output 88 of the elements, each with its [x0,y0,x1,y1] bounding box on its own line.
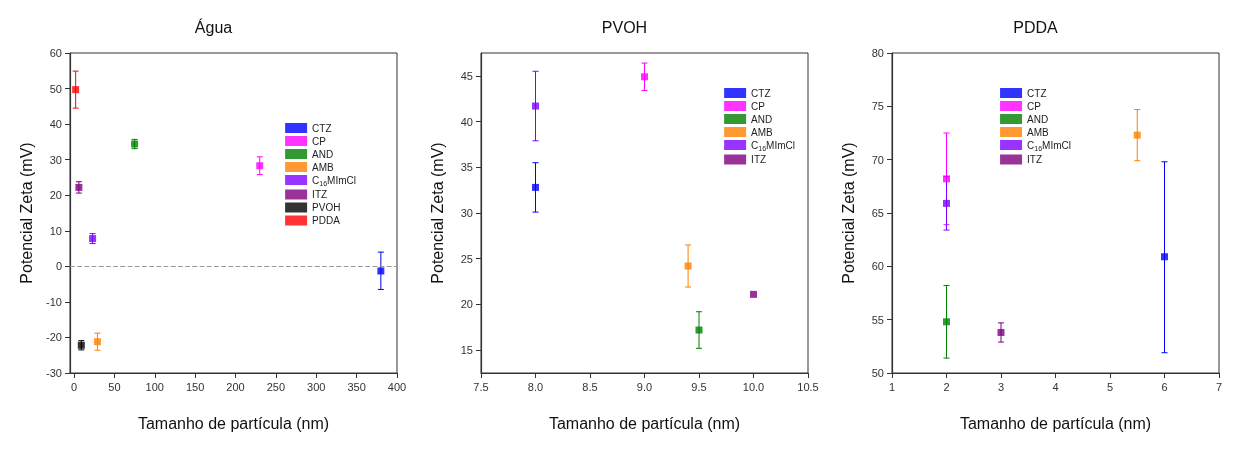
point [1161,253,1168,261]
legend-label: CTZ [1027,87,1047,99]
x-tick-label: 9.5 [691,380,707,393]
chart-title: PDDA [1013,18,1059,36]
legend-label: AND [312,148,334,160]
x-tick-label: 7.5 [473,380,489,393]
point [943,318,950,326]
y-tick-label: 70 [871,153,884,166]
y-tick-label: 30 [49,153,62,166]
y-tick-label: 50 [871,367,884,379]
legend-label: AMB [1027,126,1050,138]
x-tick-label: 8.5 [582,380,598,393]
legend-label: AND [1027,113,1049,125]
x-axis-title: Tamanho de partícula (nm) [137,414,330,432]
point [695,326,703,334]
y-tick-label: 60 [871,260,884,273]
y-tick-label: -10 [46,295,62,308]
chart-title: PVOH [601,18,648,36]
point [684,262,692,270]
x-tick-label: 8.0 [527,380,544,393]
legend-label: PVOH [312,202,341,213]
x-tick-label: 250 [266,380,286,393]
y-tick-label: 25 [460,252,473,265]
point [377,267,385,275]
legend-label: AND [751,113,773,125]
x-tick-label: 50 [108,380,121,393]
y-axis-title: Potencial Zeta (mV) [839,142,857,284]
y-tick-label: 40 [49,118,62,131]
legend-label: AMB [751,126,774,138]
legend-label: PDDA [312,215,341,226]
x-tick-label: 0 [70,380,78,393]
y-tick-label: 45 [460,69,473,82]
legend-label: CP [751,100,766,112]
x-tick-label: 10.0 [742,380,765,393]
x-tick-label: 1 [888,380,896,393]
y-tick-label: 20 [460,298,473,311]
point [750,290,757,298]
legend-label: ITZ [1027,154,1043,165]
x-axis-title: Tamanho de partícula (nm) [548,414,741,432]
legend-label: CTZ [751,87,771,99]
y-axis-title: Potencial Zeta (mV) [17,142,35,284]
x-tick-label: 200 [226,380,245,393]
x-tick-label: 9.0 [636,380,653,393]
y-tick-label: 75 [871,100,884,113]
x-tick-label: 350 [347,380,366,393]
x-tick-label: 5 [1106,380,1114,393]
y-tick-label: 20 [49,189,62,202]
x-tick-label: 300 [307,380,326,393]
y-tick-label: 80 [871,47,884,59]
y-tick-label: -20 [46,331,62,344]
x-tick-label: 100 [145,380,164,393]
y-tick-label: 10 [49,224,62,237]
legend-label: ITZ [312,189,328,200]
point [532,183,539,191]
x-tick-label: 4 [1052,380,1059,393]
y-tick-label: -30 [46,367,62,379]
y-tick-label: 65 [871,207,884,219]
x-tick-label: 2 [943,380,950,393]
x-tick-label: 400 [387,380,407,393]
y-tick-label: 60 [49,47,62,59]
chart-title: Água [194,17,233,36]
y-tick-label: 0 [55,260,62,273]
x-tick-label: 6 [1161,380,1168,393]
point [72,86,80,94]
y-tick-label: 15 [460,344,473,357]
y-tick-label: 35 [460,161,473,174]
y-tick-label: 50 [49,82,62,95]
y-tick-label: 40 [460,115,473,128]
legend-label: ITZ [751,154,767,165]
y-tick-label: 30 [460,207,473,219]
legend-label: CP [1027,100,1042,112]
y-axis-title: Potencial Zeta (mV) [428,142,446,284]
x-axis-title: Tamanho de partícula (nm) [959,414,1152,432]
x-tick-label: 10.5 [797,380,819,393]
legend-label: CTZ [312,122,332,134]
x-tick-label: 3 [997,380,1005,393]
point [641,73,648,81]
point [997,328,1005,336]
y-tick-label: 55 [871,313,884,326]
x-tick-label: 150 [185,380,205,393]
point [532,102,539,110]
x-tick-label: 7 [1215,380,1223,393]
legend-label: CP [312,135,327,147]
point [256,162,264,170]
point [93,338,101,346]
point [1133,131,1141,139]
point [943,199,950,207]
legend-label: AMB [312,161,335,173]
